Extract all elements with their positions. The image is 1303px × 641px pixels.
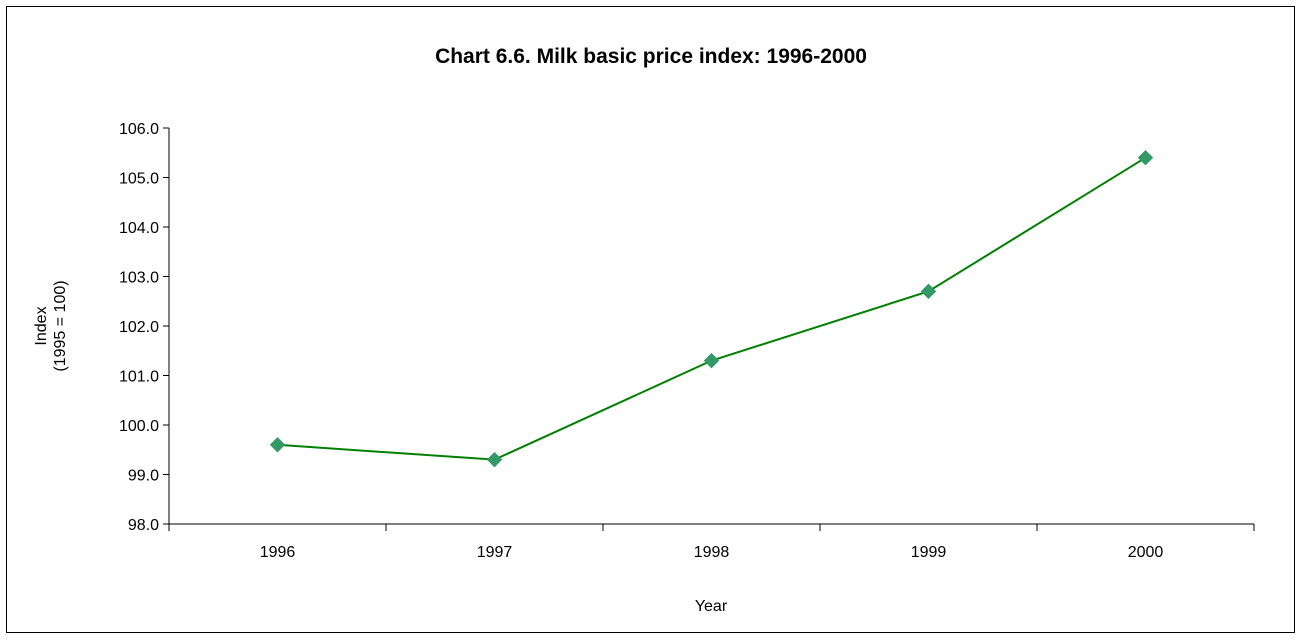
chart-frame [6, 6, 1295, 633]
y-tick-label: 98.0 [128, 517, 159, 534]
x-tick-label: 2000 [1128, 544, 1164, 561]
series-line [277, 156, 1147, 461]
y-tick-label: 104.0 [119, 220, 159, 237]
y-axis-title-line-1: Index [33, 306, 50, 345]
x-tick-label: 1996 [260, 544, 296, 561]
data-point [486, 451, 503, 468]
y-axis-title-line-2: (1995 = 100) [52, 280, 69, 371]
y-axis-ticks: 98.0 99.0 100.0 101.0 102.0 103.0 104.0 105.0 10… [119, 121, 169, 534]
y-tick-label: 101.0 [119, 369, 159, 386]
y-tick-label: 105.0 [119, 171, 159, 188]
y-tick-label: 100.0 [119, 418, 159, 435]
y-tick-label: 99.0 [128, 468, 159, 485]
x-axis-ticks: 1996 1997 1998 1999 2000 [168, 524, 1255, 561]
y-axis-title: Index (1995 = 100) [33, 280, 69, 371]
x-tick-label: 1998 [694, 544, 730, 561]
y-tick-label: 106.0 [119, 121, 159, 138]
data-point [920, 283, 937, 300]
series-layer [269, 149, 1154, 468]
y-tick-label: 103.0 [119, 270, 159, 287]
y-tick-label: 102.0 [119, 319, 159, 336]
data-point [703, 352, 720, 369]
x-axis-title: Year [695, 598, 728, 615]
data-point [1137, 149, 1154, 166]
x-tick-label: 1997 [477, 544, 513, 561]
chart-title: Chart 6.6. Milk basic price index: 1996-… [435, 45, 867, 68]
x-tick-label: 1999 [911, 544, 947, 561]
data-point [269, 437, 286, 453]
